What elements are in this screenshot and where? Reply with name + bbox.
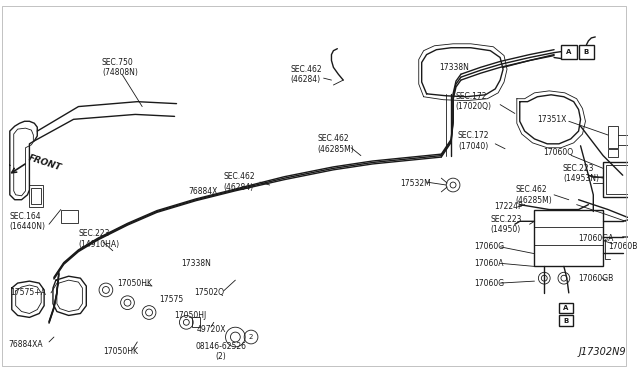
Bar <box>31 188 41 203</box>
Bar <box>534 209 603 266</box>
Bar <box>561 45 577 58</box>
Text: 08146-62526
(2): 08146-62526 (2) <box>195 342 246 362</box>
Text: A: A <box>563 305 568 311</box>
Bar <box>606 166 628 194</box>
Bar <box>192 317 200 327</box>
Text: 17050HJ: 17050HJ <box>175 311 207 320</box>
Text: 17060B: 17060B <box>608 242 637 251</box>
Text: SEC.462
(46285M): SEC.462 (46285M) <box>516 185 552 205</box>
Text: 17338N: 17338N <box>181 259 211 268</box>
Text: 17060Q: 17060Q <box>543 148 573 157</box>
Bar <box>559 315 573 326</box>
Text: SEC.462
(46284): SEC.462 (46284) <box>291 64 322 84</box>
Text: 17532M: 17532M <box>400 179 431 187</box>
Text: A: A <box>566 49 572 55</box>
Text: 49720X: 49720X <box>196 325 226 334</box>
Text: SEC.462
(46285M): SEC.462 (46285M) <box>317 134 355 154</box>
Text: SEC.172
(17020Q): SEC.172 (17020Q) <box>455 92 491 111</box>
Bar <box>603 163 630 197</box>
Text: 2: 2 <box>249 334 253 340</box>
Text: SEC.172
(17040): SEC.172 (17040) <box>458 131 490 151</box>
Text: SEC.164
(16440N): SEC.164 (16440N) <box>10 212 46 231</box>
Text: SEC.750
(74808N): SEC.750 (74808N) <box>102 58 138 77</box>
Text: B: B <box>563 318 568 324</box>
Text: 17060GA: 17060GA <box>579 234 614 243</box>
Text: B: B <box>584 49 589 55</box>
Text: SEC.223
(14910HA): SEC.223 (14910HA) <box>79 229 120 248</box>
Text: 76884X: 76884X <box>188 187 218 196</box>
Text: 17060GB: 17060GB <box>579 274 614 283</box>
Text: SEC.462
(46284): SEC.462 (46284) <box>223 172 255 192</box>
Text: 17575+A: 17575+A <box>10 288 45 297</box>
Text: SEC.223
(14953N): SEC.223 (14953N) <box>563 164 599 183</box>
Text: 17050HK: 17050HK <box>118 279 153 288</box>
Bar <box>559 303 573 314</box>
Text: SEC.223
(14950): SEC.223 (14950) <box>490 215 522 234</box>
Text: FRONT: FRONT <box>28 153 63 172</box>
Bar <box>608 149 618 157</box>
Text: 17060A: 17060A <box>475 259 504 268</box>
Text: 17224P: 17224P <box>494 202 523 211</box>
Text: 17351X: 17351X <box>538 115 567 124</box>
Text: 17575: 17575 <box>159 295 183 304</box>
Text: 17502Q: 17502Q <box>194 288 224 297</box>
Text: 17338N: 17338N <box>439 63 469 72</box>
Text: 76884XA: 76884XA <box>8 340 42 349</box>
Bar <box>61 209 79 223</box>
Text: J17302N9: J17302N9 <box>579 347 626 357</box>
Text: 17060G: 17060G <box>475 242 505 251</box>
Bar <box>579 45 595 58</box>
Text: 17060G: 17060G <box>475 279 505 288</box>
Text: 17050HK: 17050HK <box>103 347 138 356</box>
Bar <box>29 185 43 206</box>
Bar <box>608 126 618 148</box>
